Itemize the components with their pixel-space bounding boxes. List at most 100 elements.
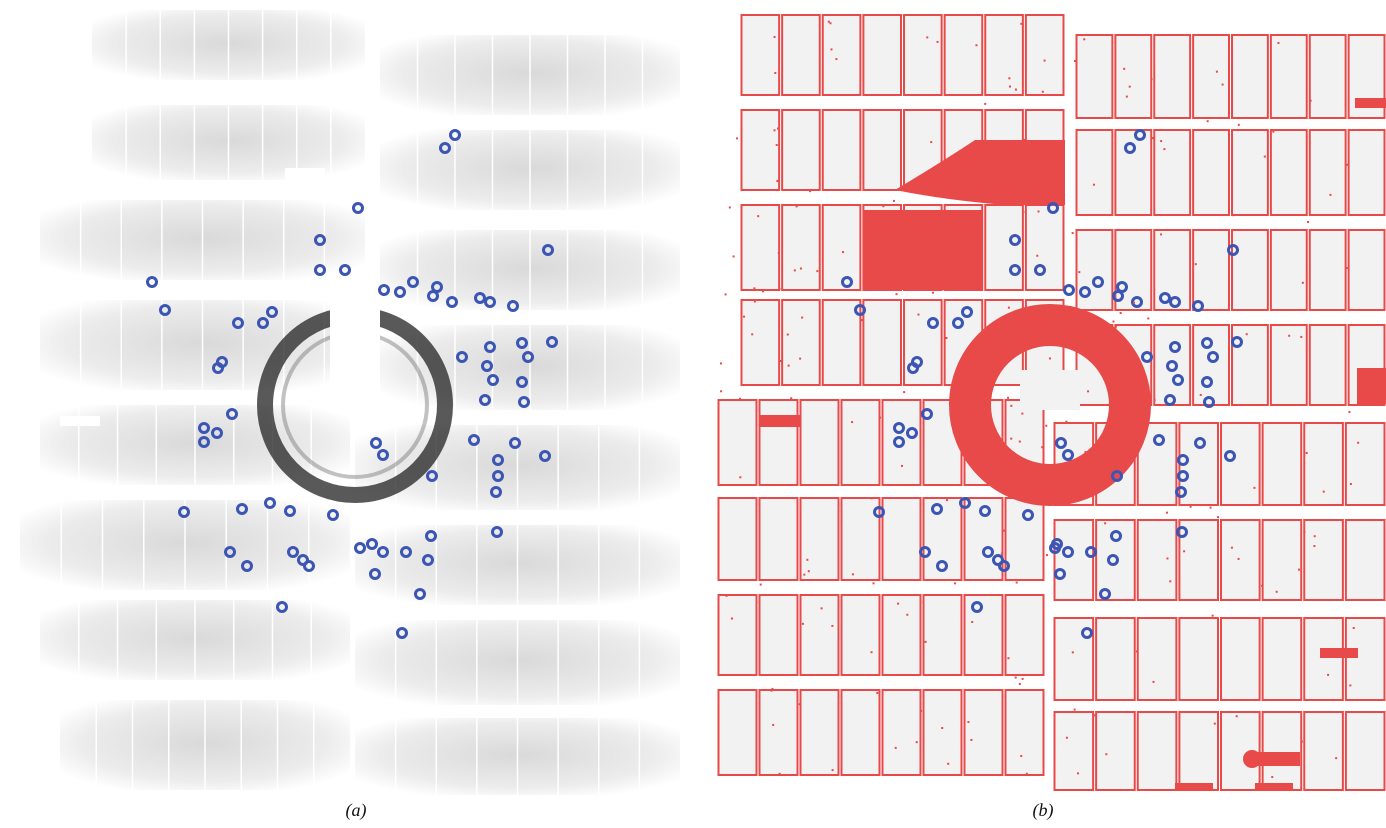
- a-spot-marker: [369, 568, 381, 580]
- a-spot-marker: [518, 396, 530, 408]
- b-masked-dot: [1243, 750, 1261, 768]
- b-spot-marker: [971, 601, 983, 613]
- a-spot-marker: [487, 374, 499, 386]
- a-spot-marker: [314, 264, 326, 276]
- b-masked-pixel: [1084, 451, 1087, 454]
- b-mask-module: [1192, 129, 1230, 216]
- b-masked-pixel: [1015, 353, 1018, 356]
- a-spot-marker: [257, 317, 269, 329]
- a-spot-marker: [481, 360, 493, 372]
- b-masked-pixel: [1046, 198, 1049, 201]
- b-masked-pixel: [793, 269, 796, 272]
- b-masked-pixel: [809, 190, 812, 193]
- b-masked-bar: [760, 415, 800, 427]
- b-mask-module: [717, 689, 758, 776]
- b-masked-pixel: [724, 293, 727, 296]
- a-spot-marker: [400, 546, 412, 558]
- b-masked-pixel: [786, 333, 789, 336]
- b-spot-marker: [952, 317, 964, 329]
- b-masked-pixel: [1007, 657, 1010, 660]
- b-masked-pixel: [1335, 757, 1338, 760]
- b-masked-pixel: [777, 251, 780, 254]
- b-masked-pixel: [1237, 123, 1240, 126]
- b-masked-pixel: [770, 689, 773, 692]
- b-masked-pixel: [1104, 376, 1107, 379]
- b-masked-pixel: [895, 293, 898, 296]
- b-masked-pixel: [870, 651, 873, 654]
- b-masked-pixel: [917, 313, 920, 316]
- b-masked-pixel: [1245, 333, 1248, 336]
- b-masked-pixel: [967, 721, 970, 724]
- b-masked-pixel: [759, 583, 762, 586]
- b-mask-module: [1024, 14, 1065, 96]
- b-mask-module: [1231, 129, 1269, 216]
- b-mask-module: [1192, 229, 1230, 311]
- b-mask-module: [740, 204, 781, 291]
- b-spot-marker: [1051, 538, 1063, 550]
- a-spot-marker: [266, 306, 278, 318]
- b-masked-pixel: [1345, 163, 1348, 166]
- b-spot-marker: [1175, 486, 1187, 498]
- a-spot-marker: [425, 530, 437, 542]
- b-masked-pixel: [1073, 59, 1076, 62]
- b-mask-module: [1347, 129, 1386, 216]
- b-mask-module: [717, 399, 758, 486]
- b-mask-module: [740, 299, 781, 386]
- b-spot-marker: [982, 546, 994, 558]
- b-masked-pixel: [1277, 42, 1280, 45]
- b-masked-pixel: [798, 703, 801, 706]
- b-mask-module: [943, 14, 984, 96]
- b-masked-pixel: [1183, 550, 1186, 553]
- b-masked-pixel: [1003, 529, 1006, 532]
- b-spot-marker: [1224, 450, 1236, 462]
- b-masked-pixel: [831, 769, 834, 772]
- b-mask-module: [799, 497, 840, 581]
- b-masked-pixel: [1095, 468, 1098, 471]
- b-mask-module: [1004, 689, 1045, 776]
- b-masked-pixel: [775, 143, 778, 146]
- a-spot-marker: [396, 627, 408, 639]
- b-masked-pixel: [1078, 271, 1081, 274]
- b-mask-module: [1308, 129, 1347, 216]
- b-mask-module: [862, 109, 902, 191]
- b-masked-pixel: [1209, 506, 1212, 509]
- b-masked-pixel: [720, 390, 723, 393]
- b-mask-module: [922, 594, 963, 676]
- b-masked-pixel: [799, 267, 802, 270]
- b-masked-pixel: [773, 129, 776, 132]
- b-masked-pixel: [1011, 196, 1014, 199]
- b-masked-pixel: [860, 319, 863, 322]
- a-spot-marker: [236, 503, 248, 515]
- b-masked-pixel: [984, 102, 987, 105]
- b-spot-marker: [1062, 449, 1074, 461]
- b-masked-pixel: [1147, 317, 1150, 320]
- b-masked-pixel: [1123, 67, 1126, 70]
- b-masked-pixel: [739, 476, 742, 479]
- b-masked-pixel: [870, 497, 873, 500]
- b-spot-marker: [841, 276, 853, 288]
- b-masked-pixel: [920, 709, 923, 712]
- b-spot-marker: [1079, 286, 1091, 298]
- a-spot-marker: [226, 408, 238, 420]
- b-spot-marker: [979, 505, 991, 517]
- b-masked-pixel: [773, 35, 776, 38]
- b-masked-pixel: [901, 464, 904, 467]
- b-masked-pixel: [1033, 335, 1036, 338]
- a-spot-marker: [492, 470, 504, 482]
- b-mask-module: [781, 204, 821, 291]
- b-masked-pixel: [1152, 680, 1155, 683]
- a-spot-marker: [377, 546, 389, 558]
- a-spot-marker: [468, 434, 480, 446]
- b-masked-pixel: [1261, 584, 1264, 587]
- b-masked-block: [863, 210, 983, 290]
- b-mask-module: [1075, 129, 1114, 216]
- b-masked-pixel: [1020, 22, 1023, 25]
- b-masked-pixel: [831, 624, 834, 627]
- b-spot-marker: [1009, 264, 1021, 276]
- b-mask-module: [922, 689, 963, 776]
- b-mask-module: [1024, 204, 1065, 291]
- b-masked-pixel: [1215, 70, 1218, 73]
- b-masked-pixel: [1092, 183, 1095, 186]
- a-spot-marker: [303, 560, 315, 572]
- b-spot-marker: [1092, 276, 1104, 288]
